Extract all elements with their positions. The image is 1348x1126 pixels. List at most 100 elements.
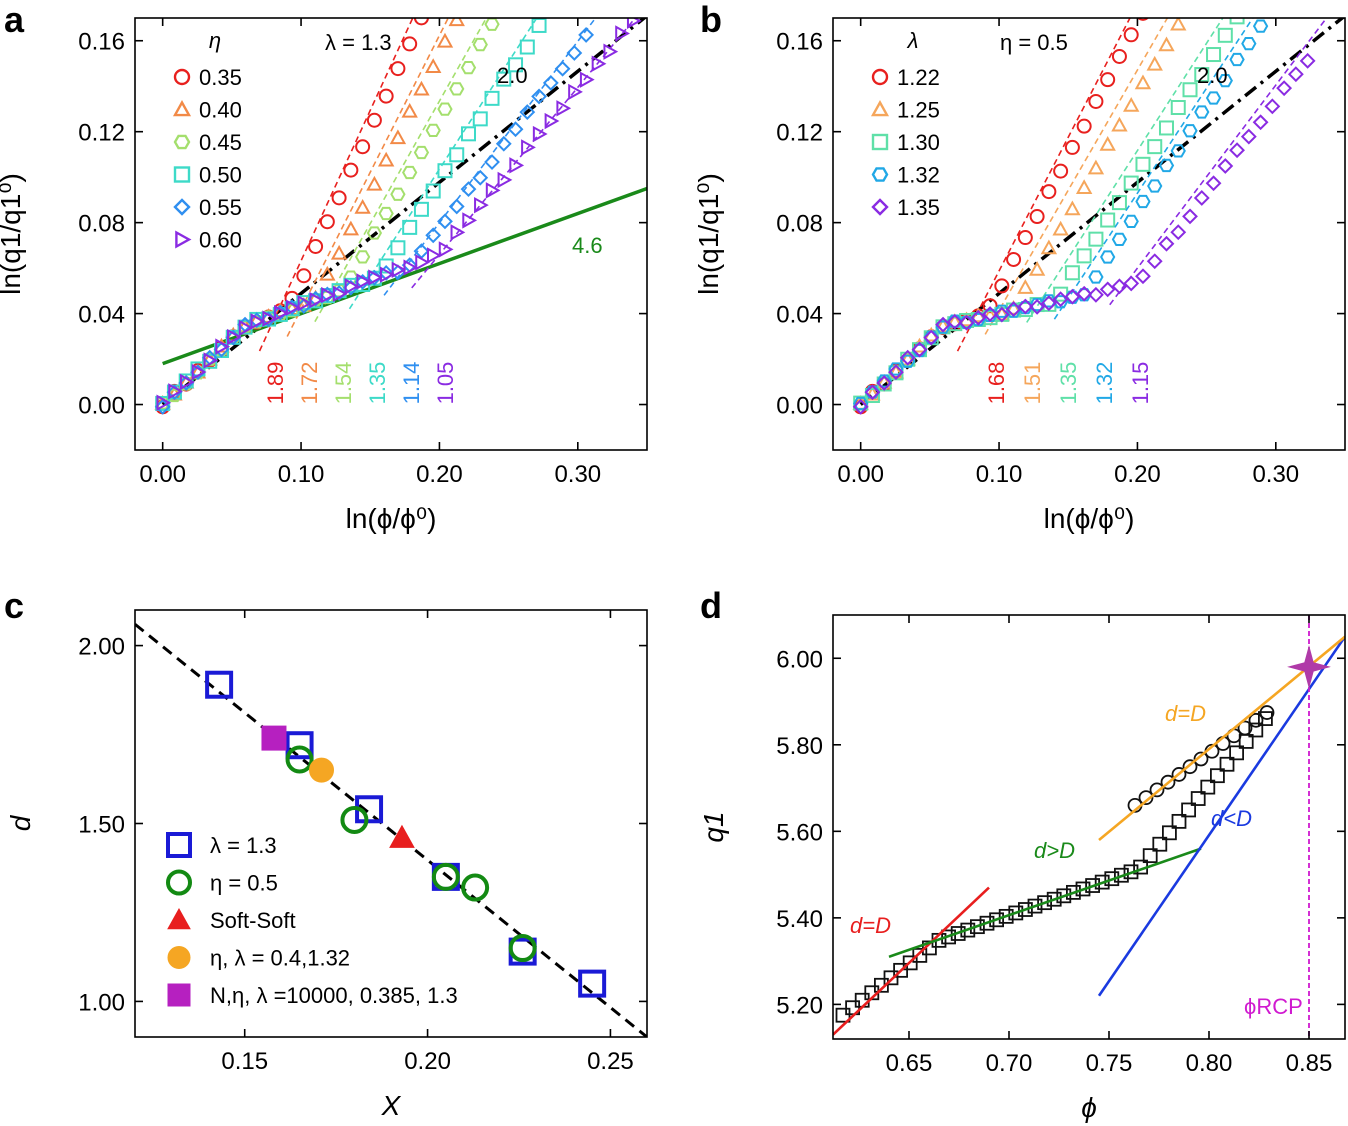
data-point: [191, 363, 207, 381]
data-point: [431, 862, 460, 891]
data-point: [227, 328, 242, 346]
data-point: [626, 18, 642, 30]
data-point: [462, 212, 478, 229]
data-point: [994, 278, 1010, 294]
data-point: [497, 171, 513, 189]
data-point: [296, 268, 312, 284]
data-point: [415, 254, 431, 271]
legend-label: 0.55: [199, 195, 242, 220]
data-point: [1193, 751, 1209, 767]
data-point: [640, 2, 652, 15]
data-point: [835, 1007, 851, 1023]
data-point: [923, 329, 940, 346]
panel-letter-a: a: [4, 0, 25, 40]
x-tick-label: 0.00: [139, 461, 186, 488]
data-point: [1064, 200, 1081, 216]
reference-line-2.0: [161, 18, 647, 406]
slope-value-label: 1.15: [1128, 362, 1153, 405]
data-point: [390, 240, 406, 256]
y-tick-label: 0.16: [78, 29, 125, 56]
data-point: [215, 338, 231, 355]
data-point: [1248, 722, 1264, 738]
x-tick-label: 0.30: [1252, 461, 1299, 488]
data-point: [1040, 295, 1057, 312]
y-tick-label: 0.12: [78, 120, 125, 147]
y-tick-label: 5.20: [776, 992, 823, 1019]
data-point: [413, 18, 429, 26]
data-point: [331, 190, 347, 206]
x-axis-label: ϕ: [1081, 1092, 1097, 1123]
data-point: [1017, 230, 1033, 246]
data-point: [1052, 220, 1069, 236]
data-point: [156, 394, 172, 411]
data-point: [912, 947, 928, 963]
data-point: [1206, 47, 1222, 63]
data-point: [402, 36, 418, 52]
data-point: [1142, 848, 1158, 864]
data-point: [603, 43, 619, 60]
legend-label: λ = 1.3: [210, 833, 277, 858]
data-point: [425, 58, 442, 73]
legend-label: 0.50: [199, 163, 242, 188]
fit-line-d=D: [833, 886, 990, 1036]
data-point: [1240, 128, 1257, 145]
y-tick-label: 1.00: [78, 989, 125, 1016]
data-point: [1171, 813, 1187, 829]
data-point: [450, 224, 466, 241]
legend-marker: [167, 983, 191, 1007]
data-point: [507, 121, 524, 138]
data-point: [368, 269, 383, 286]
data-point: [508, 57, 524, 73]
y-tick-label: 2.00: [78, 634, 125, 661]
data-point: [544, 112, 560, 130]
data-point: [941, 929, 956, 945]
data-point: [1184, 0, 1197, 10]
data-point: [876, 375, 893, 391]
y-axis-label: ln(q1/q1⁰): [0, 173, 26, 295]
data-point: [1219, 756, 1235, 772]
panel-letter-d: d: [700, 585, 722, 626]
y-axis-label: q1: [698, 811, 729, 842]
data-point: [1210, 768, 1225, 784]
y-tick-label: 0.00: [78, 393, 125, 420]
legend: η 0.35 0.40 0.45 0.50 0.55 0.60: [172, 28, 242, 253]
data-point: [402, 219, 418, 235]
data-point: [401, 102, 418, 118]
data-point: [1005, 299, 1022, 315]
data-point: [1111, 278, 1128, 295]
data-point: [1162, 825, 1177, 841]
data-point: [568, 83, 583, 101]
data-point: [285, 731, 314, 760]
x-tick-label: 0.25: [587, 1048, 634, 1075]
data-point: [1100, 250, 1116, 264]
legend-marker: [173, 166, 191, 183]
data-point: [1299, 52, 1316, 69]
data-point: [343, 270, 359, 284]
data-point: [1252, 19, 1269, 33]
legend-label: 0.40: [199, 98, 242, 123]
data-point: [1229, 142, 1245, 159]
data-point: [355, 139, 371, 155]
slope-value-label: 1.51: [1020, 362, 1045, 405]
legend-label: Soft-Soft: [210, 908, 296, 933]
data-point: [1064, 265, 1080, 281]
data-point: [390, 187, 406, 201]
data-point: [1037, 895, 1052, 911]
data-point: [864, 384, 881, 401]
data-point: [993, 305, 1011, 321]
data-point: [1149, 782, 1165, 798]
data-point: [436, 32, 454, 48]
slope-line: [956, 18, 1131, 352]
data-point: [460, 126, 476, 142]
data-point: [1111, 48, 1127, 64]
legend-marker: [167, 946, 191, 969]
data-point: [1287, 66, 1304, 83]
slope-value-label: 1.89: [263, 362, 288, 405]
data-point: [1088, 93, 1104, 109]
data-point: [982, 306, 998, 322]
x-tick-label: 0.85: [1286, 1050, 1333, 1077]
data-point: [1064, 139, 1080, 155]
data-point: [1134, 74, 1152, 90]
data-point: [425, 227, 442, 244]
data-point: [205, 670, 234, 699]
